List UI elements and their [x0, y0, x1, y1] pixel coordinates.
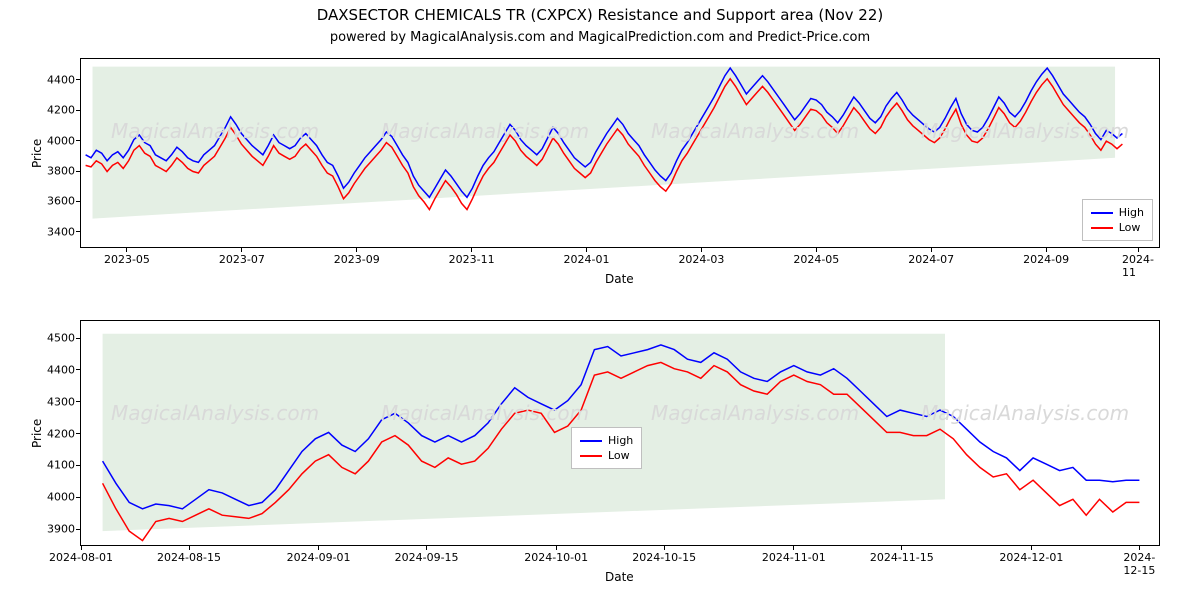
legend-label-high-2: High	[608, 434, 633, 447]
legend-swatch-high-2	[580, 440, 602, 442]
x-tick-label: 2024-10-15	[632, 551, 696, 564]
x-axis-label-bottom: Date	[605, 570, 634, 584]
y-tick-label: 3400	[47, 225, 75, 238]
x-tick-label: 2023-11	[449, 253, 495, 266]
x-tick-label: 2024-01	[564, 253, 610, 266]
x-tick-label: 2024-11	[1122, 253, 1154, 279]
y-tick-label: 4300	[47, 395, 75, 408]
legend-label-high: High	[1119, 206, 1144, 219]
y-tick-label: 4000	[47, 491, 75, 504]
legend-row-low: Low	[1091, 221, 1144, 234]
legend-swatch-high	[1091, 212, 1113, 214]
chart-svg-top	[81, 59, 1161, 249]
x-tick-label: 2023-05	[104, 253, 150, 266]
y-tick-label: 4200	[47, 427, 75, 440]
x-tick-label: 2024-07	[908, 253, 954, 266]
y-axis-label-bottom: Price	[30, 419, 44, 448]
y-tick-label: 3600	[47, 195, 75, 208]
chart-panel-bottom: MagicalAnalysis.com MagicalAnalysis.com …	[80, 320, 1160, 546]
x-tick-label: 2024-08-15	[157, 551, 221, 564]
y-tick-label: 4200	[47, 104, 75, 117]
x-tick-label: 2024-09-15	[395, 551, 459, 564]
chart-panel-top: MagicalAnalysis.com MagicalAnalysis.com …	[80, 58, 1160, 248]
y-tick-label: 4500	[47, 332, 75, 345]
x-tick-label: 2023-09	[334, 253, 380, 266]
y-tick-label: 4100	[47, 459, 75, 472]
legend-row-high: High	[1091, 206, 1144, 219]
legend-label-low-2: Low	[608, 449, 630, 462]
x-tick-label: 2024-12-15	[1123, 551, 1155, 577]
x-tick-label: 2024-05	[793, 253, 839, 266]
chart-title: DAXSECTOR CHEMICALS TR (CXPCX) Resistanc…	[0, 6, 1200, 24]
legend-swatch-low	[1091, 227, 1113, 229]
x-tick-label: 2024-11-15	[870, 551, 934, 564]
y-tick-label: 4400	[47, 73, 75, 86]
legend-row-high-2: High	[580, 434, 633, 447]
y-tick-label: 3800	[47, 165, 75, 178]
legend-top: High Low	[1082, 199, 1153, 241]
x-tick-label: 2024-03	[678, 253, 724, 266]
chart-subtitle: powered by MagicalAnalysis.com and Magic…	[0, 30, 1200, 45]
x-tick-label: 2024-09	[1023, 253, 1069, 266]
y-tick-label: 3900	[47, 523, 75, 536]
x-tick-label: 2024-08-01	[49, 551, 113, 564]
x-tick-label: 2024-10-01	[524, 551, 588, 564]
legend-row-low-2: Low	[580, 449, 633, 462]
x-tick-label: 2024-12-01	[999, 551, 1063, 564]
x-tick-label: 2023-07	[219, 253, 265, 266]
legend-label-low: Low	[1119, 221, 1141, 234]
y-tick-label: 4000	[47, 134, 75, 147]
y-axis-label-top: Price	[30, 139, 44, 168]
y-tick-label: 4400	[47, 363, 75, 376]
figure-container: DAXSECTOR CHEMICALS TR (CXPCX) Resistanc…	[0, 0, 1200, 600]
legend-swatch-low-2	[580, 455, 602, 457]
x-axis-label-top: Date	[605, 272, 634, 286]
x-tick-label: 2024-09-01	[287, 551, 351, 564]
x-tick-label: 2024-11-01	[762, 551, 826, 564]
legend-bottom: High Low	[571, 427, 642, 469]
